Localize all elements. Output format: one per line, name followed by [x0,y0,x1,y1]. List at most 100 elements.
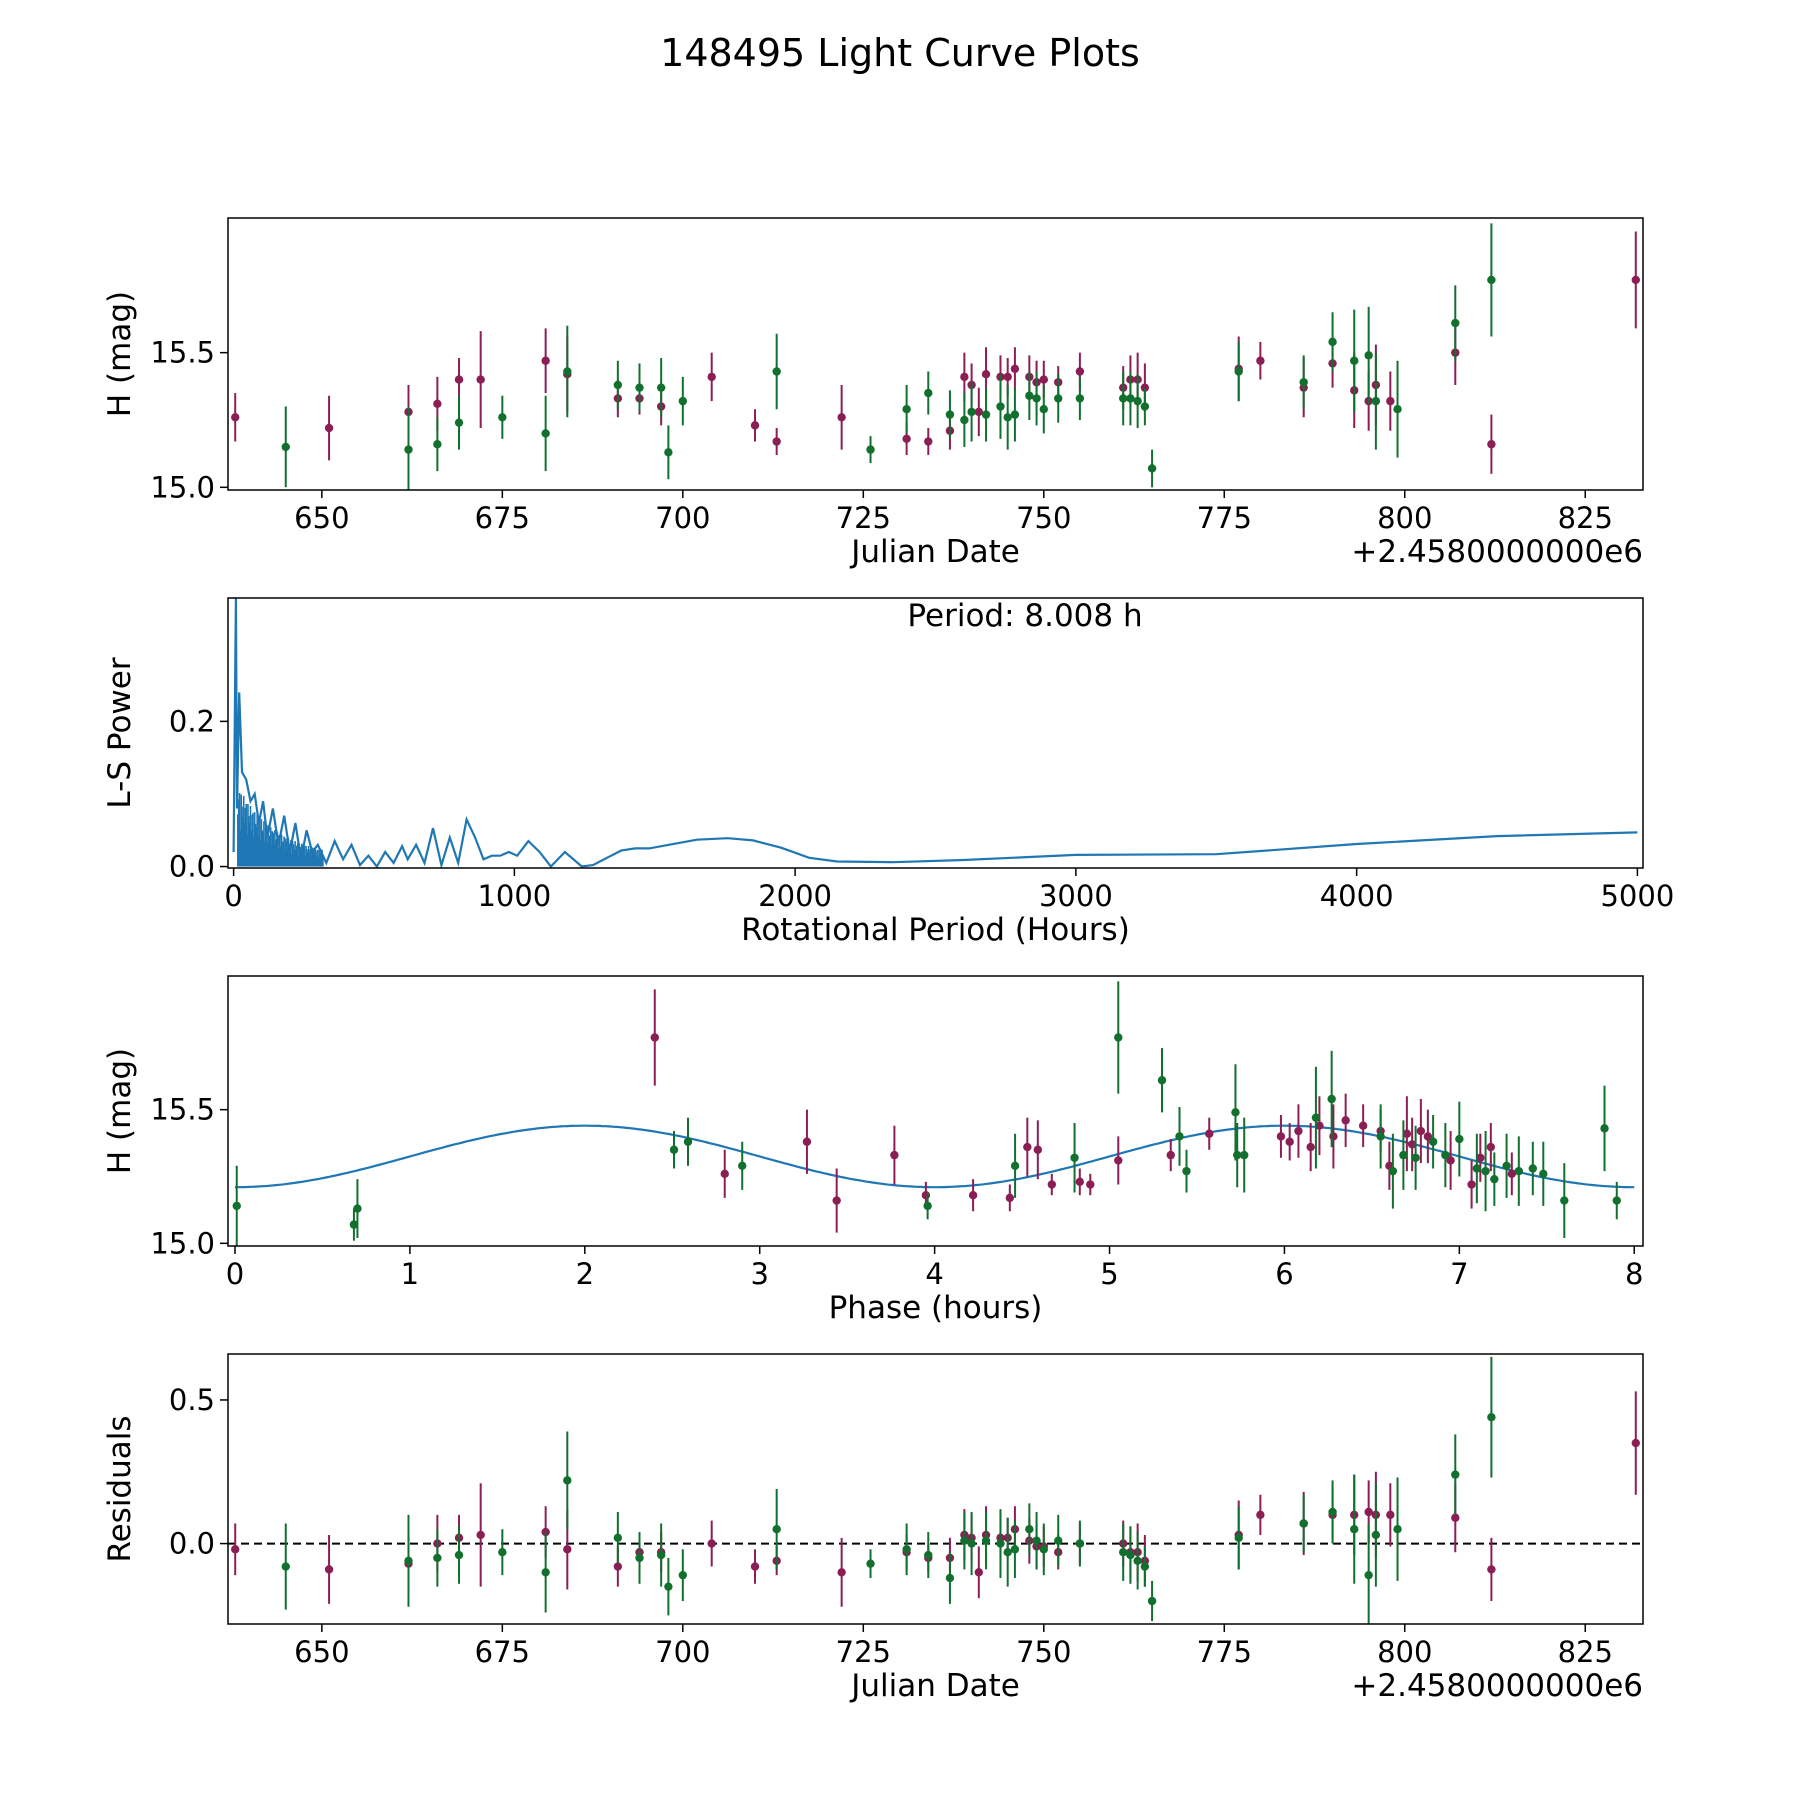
data-point [1005,1193,1015,1203]
data-point [960,1536,969,1545]
data-point [1311,1113,1321,1122]
data-point [664,1582,673,1591]
data-point [613,1533,623,1543]
data-point [669,1145,679,1154]
data-point [707,1539,716,1548]
data-point [281,442,290,452]
x-tick-label: 675 [475,1635,530,1669]
x-tick-label: 700 [655,1635,710,1669]
data-point [1126,1550,1135,1560]
data-point [683,1137,693,1146]
data-point [353,1204,362,1213]
data-point [1411,1153,1420,1162]
data-point [650,1033,659,1042]
data-point [1428,1137,1438,1146]
data-point [1075,1177,1084,1187]
data-point [707,372,716,382]
x-tick-label: 675 [475,501,530,535]
y-tick-label: 15.5 [150,1093,215,1127]
x-tick-label: 775 [1197,501,1252,535]
data-point [1157,1076,1167,1085]
data-point [945,1573,955,1583]
y-tick-label: 0.0 [169,1527,215,1561]
data-point [1402,1129,1412,1138]
series_b-points [281,1356,1496,1624]
data-point [1234,367,1243,376]
x-axis: 0 1 2 3 4 5 6 7 8 [226,1246,1643,1291]
data-point [1205,1129,1214,1138]
data-point [1446,1156,1455,1165]
data-point [1386,1510,1395,1520]
x-tick-label: 1000 [477,879,551,913]
data-point [890,1150,899,1160]
data-point [1423,1132,1433,1141]
data-point [1327,1094,1336,1104]
y-tick-label: 0.2 [169,704,215,738]
data-point [324,1565,334,1574]
axes-frame [227,217,1644,491]
periodogram-spikes [237,792,324,867]
data-point [1010,1161,1020,1171]
data-point [1003,372,1012,382]
panel-periodogram: Period: 8.008 h0 1000 2000 3000 4000 50000.00… [102,597,1674,948]
data-point [613,1562,623,1571]
x-tick-label: 5000 [1600,879,1674,913]
data-point [1486,1142,1496,1152]
data-point [981,369,991,379]
data-point [967,1539,976,1548]
data-point [981,410,991,419]
data-point [1047,1180,1057,1189]
x-axis-label: Julian Date [849,534,1020,570]
data-point [923,1201,932,1211]
data-point [1070,1153,1079,1162]
y-tick-label: 15.5 [150,336,215,370]
data-point [1467,1180,1476,1189]
data-point [349,1220,359,1229]
data-point [772,367,781,376]
data-point [541,1568,550,1577]
data-point [1075,1539,1085,1548]
data-point [1560,1196,1569,1205]
data-point [1329,1132,1338,1141]
data-point [720,1169,729,1179]
data-point [1010,364,1020,374]
data-point [1299,378,1308,387]
x-tick-label: 2000 [758,879,832,913]
data-point [1276,1132,1286,1141]
data-point [1451,1470,1460,1479]
data-point [1631,275,1640,285]
panel-phase-fold: 0 1 2 3 4 5 6 7 8 15.0 15.5 Phase (hours) H (mag) [102,975,1644,1326]
data-point [1114,1156,1123,1165]
data-point [231,413,240,422]
x-tick-label: 650 [294,1635,349,1669]
data-point [921,1191,931,1200]
x-tick-label: 3 [750,1257,768,1291]
data-point [1256,356,1265,365]
data-point [1003,1547,1012,1557]
data-point [974,407,984,417]
data-point [1233,1150,1242,1160]
data-point [968,1191,978,1200]
data-point [1033,1145,1043,1154]
data-point [1240,1150,1249,1160]
data-point [1133,1556,1142,1566]
data-point [750,1562,760,1571]
data-point [866,1559,875,1568]
data-point [1451,1513,1460,1522]
data-point [433,440,442,449]
data-point [1399,1150,1408,1160]
series_b-points [281,223,1496,490]
x-axis-label: Phase (hours) [829,1290,1043,1326]
x-axis: 650 675 700 725 750 775 800 825 [294,490,1613,535]
data-point [613,380,623,390]
data-point [476,1530,485,1540]
data-point [1256,1510,1265,1520]
y-axis-label: H (mag) [102,291,138,417]
x-tick-label: 775 [1197,1635,1252,1669]
y-tick-label: 15.0 [150,470,215,504]
x-tick-label: 2 [576,1257,594,1291]
data-point [772,1525,781,1534]
data-point [1234,1533,1243,1543]
data-point [960,372,969,382]
data-point [563,367,572,376]
